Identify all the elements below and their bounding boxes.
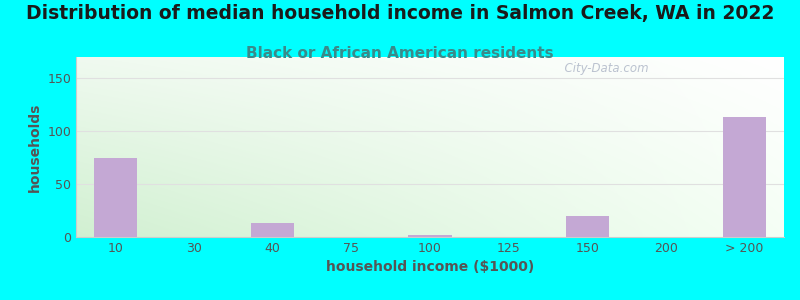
Bar — [251, 223, 294, 237]
Y-axis label: households: households — [28, 102, 42, 192]
Text: City-Data.com: City-Data.com — [558, 62, 649, 75]
Bar — [408, 235, 452, 237]
X-axis label: household income ($1000): household income ($1000) — [326, 260, 534, 274]
Bar — [723, 117, 766, 237]
Text: Black or African American residents: Black or African American residents — [246, 46, 554, 62]
Text: Distribution of median household income in Salmon Creek, WA in 2022: Distribution of median household income … — [26, 4, 774, 23]
Bar — [94, 158, 137, 237]
Bar — [566, 216, 609, 237]
